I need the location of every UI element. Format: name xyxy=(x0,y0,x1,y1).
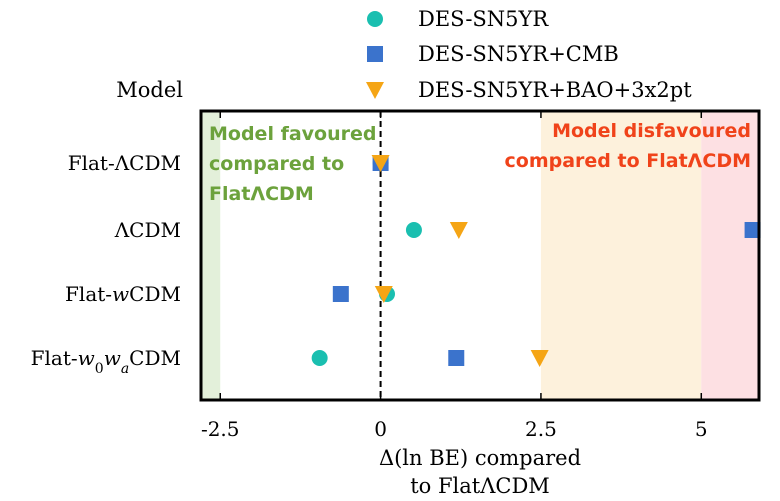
point-circle-3 xyxy=(311,350,328,366)
point-triangle-down-2 xyxy=(374,286,393,303)
shaded-region-0 xyxy=(201,111,221,400)
point-circle-1 xyxy=(405,222,422,238)
annotation-favoured-line-0: Model favoured xyxy=(209,123,376,145)
legend-label-0: DES-SN5YR xyxy=(418,7,549,31)
x-tick-label: 5 xyxy=(695,417,708,441)
legend-marker-2 xyxy=(366,82,384,99)
point-square-2 xyxy=(332,286,349,302)
annotation-favoured-line-2: FlatΛCDM xyxy=(209,183,314,205)
annotation-favoured-line-1: compared to xyxy=(209,153,344,175)
point-triangle-down-0 xyxy=(371,155,390,172)
legend-label-2: DES-SN5YR+BAO+3x2pt xyxy=(418,78,692,102)
shaded-region-1 xyxy=(540,111,702,400)
legend-marker-0 xyxy=(367,11,383,27)
y-category-label-3: Flat-w0waCDM xyxy=(31,346,181,377)
x-tick-label: 2.5 xyxy=(525,417,557,441)
y-category-label-2: Flat-wCDM xyxy=(65,282,181,306)
x-axis-label-line1: Δ(ln BE) compared xyxy=(379,446,581,470)
y-category-label-0: Flat-ΛCDM xyxy=(68,151,181,175)
shaded-region-2 xyxy=(701,111,759,400)
point-square-1 xyxy=(744,222,761,238)
point-triangle-down-3 xyxy=(530,350,549,367)
x-axis-label-line2: to FlatΛCDM xyxy=(410,474,550,498)
plot-frame xyxy=(199,109,761,402)
legend-label-1: DES-SN5YR+CMB xyxy=(418,42,619,66)
x-tick-label: 0 xyxy=(374,417,387,441)
point-triangle-down-1 xyxy=(449,222,468,239)
x-tick-label: -2.5 xyxy=(201,417,240,441)
point-square-3 xyxy=(448,350,465,366)
annotation-disfavoured-line-1: compared to FlatΛCDM xyxy=(505,150,751,172)
y-axis-label: Model xyxy=(116,78,183,102)
legend-marker-1 xyxy=(367,46,383,62)
y-category-label-1: ΛCDM xyxy=(114,218,181,242)
annotation-disfavoured-line-0: Model disfavoured xyxy=(552,120,751,142)
